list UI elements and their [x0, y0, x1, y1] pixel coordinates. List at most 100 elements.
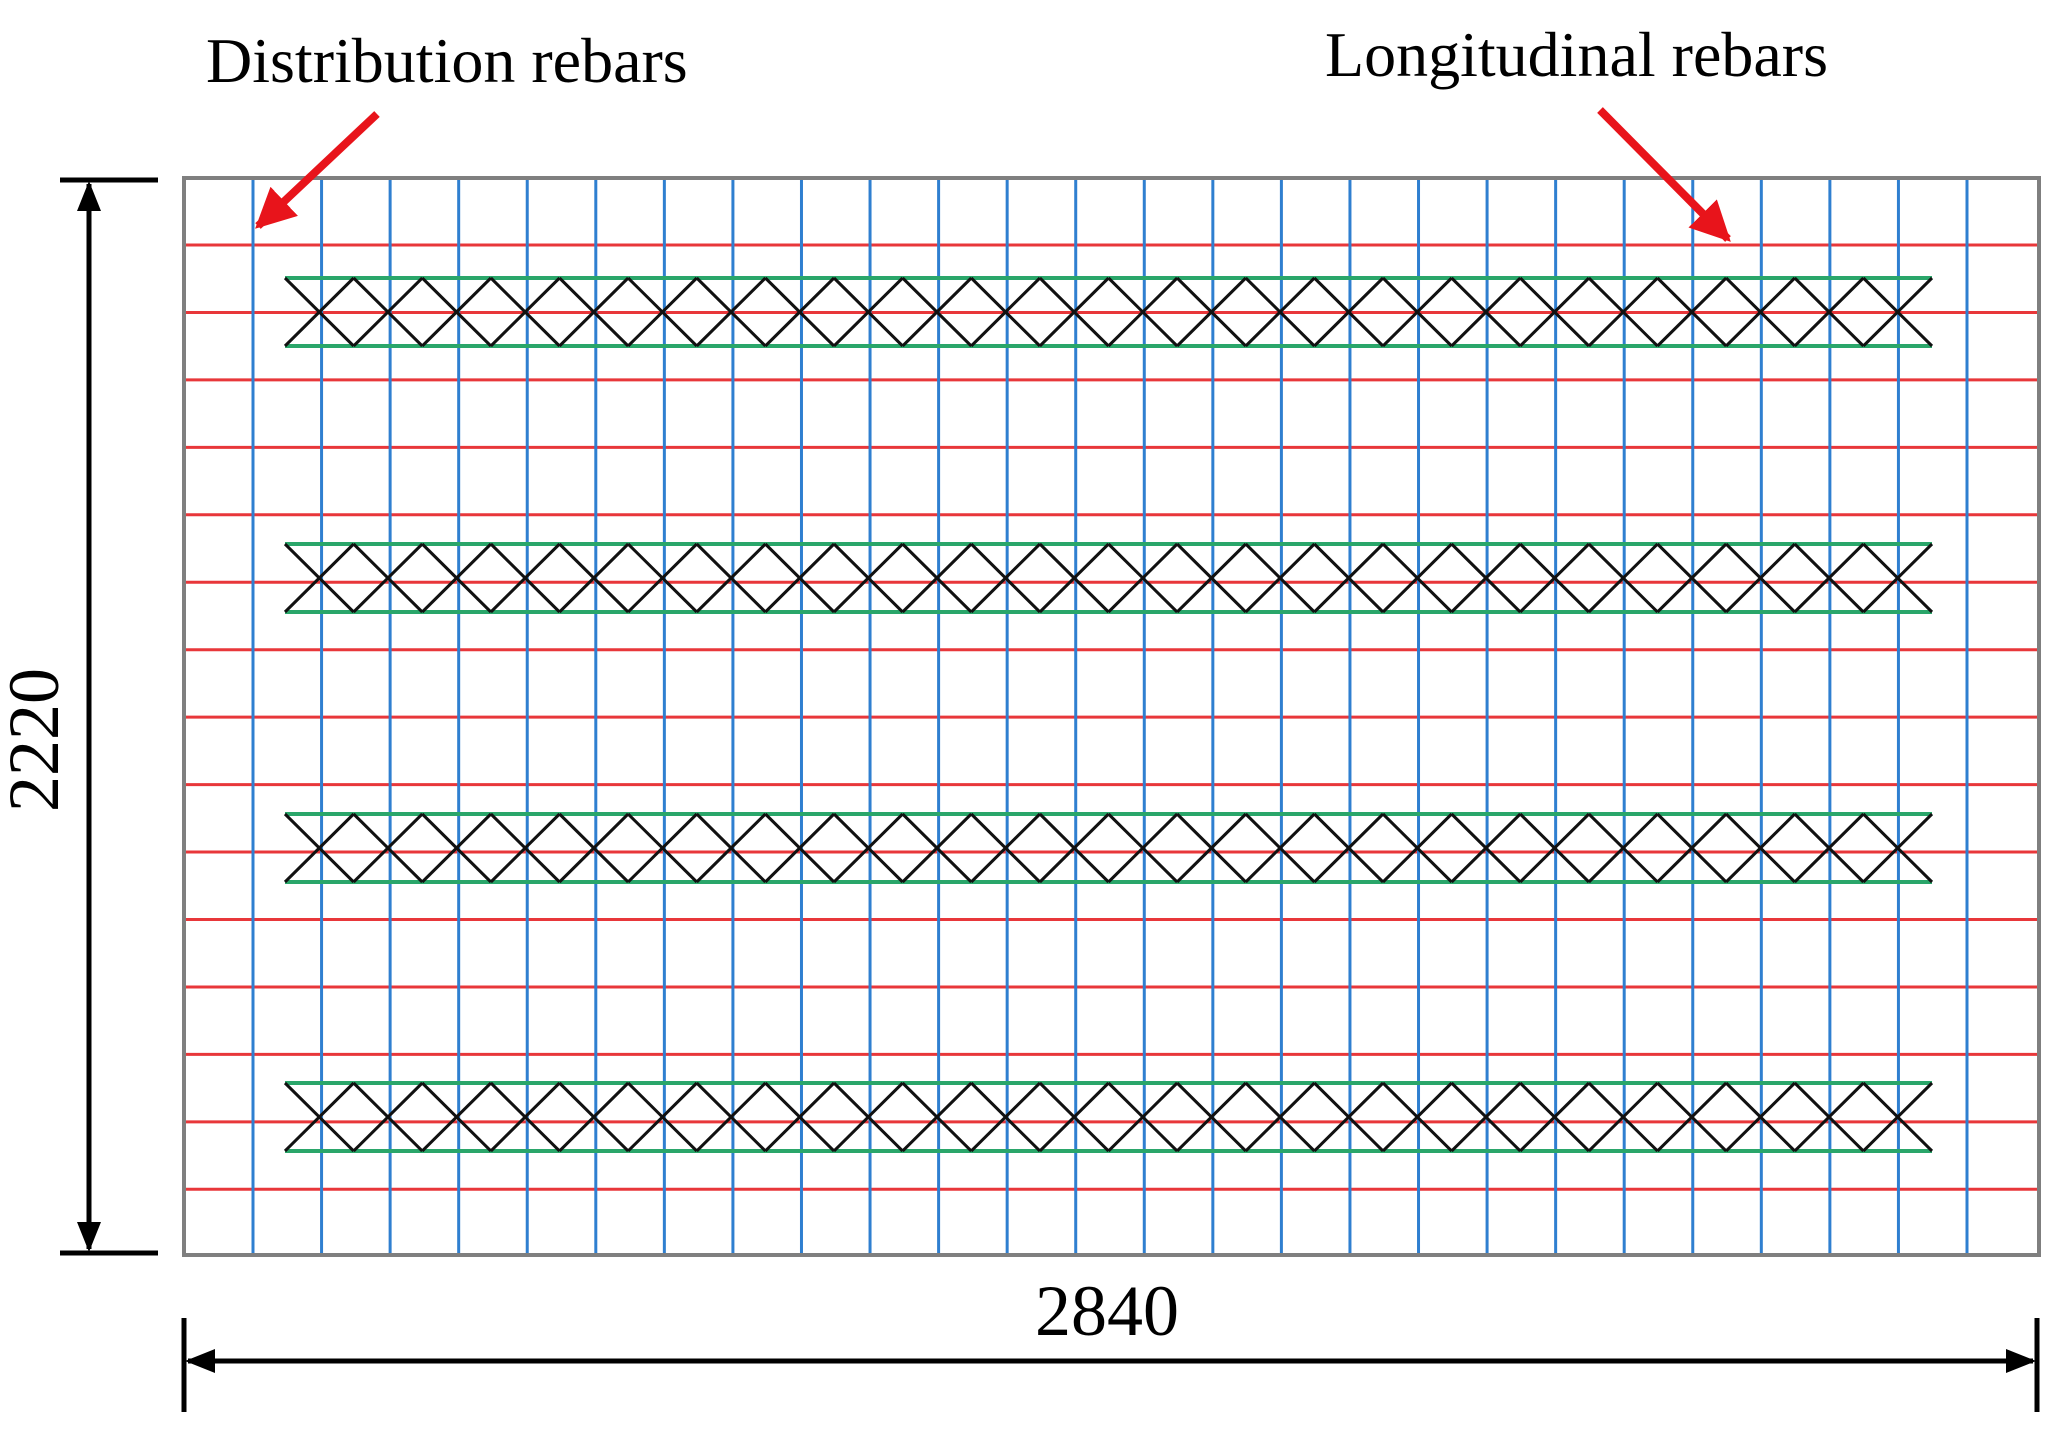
truss-web-bar [421, 812, 492, 884]
truss-web-bar [1313, 812, 1385, 884]
truss-web-bar [1450, 812, 1522, 884]
truss-web-bar [1519, 276, 1590, 348]
truss-web-bar [1244, 276, 1316, 348]
truss-web-bar [1313, 276, 1385, 348]
truss-web-bar [832, 276, 904, 348]
truss-web-bar [901, 276, 973, 348]
truss-web-bar [832, 542, 904, 614]
slab-outline [182, 176, 2041, 1257]
truss-web-bar [1793, 1081, 1865, 1153]
truss-web-bar [283, 276, 355, 348]
height-dimension: 2220 [0, 177, 158, 1256]
lattice-truss [283, 812, 1934, 884]
truss-web-bar [283, 1081, 355, 1153]
truss-web-bar [695, 276, 767, 348]
truss-web-bar [764, 812, 836, 884]
truss-web-bar [627, 542, 698, 614]
truss-web-bar [1176, 542, 1247, 614]
truss-web-bar [1107, 276, 1179, 348]
truss-web-bar [695, 812, 767, 884]
distribution-rebars-arrow [255, 111, 380, 229]
lattice-truss [283, 542, 1934, 614]
truss-web-bar [1381, 812, 1453, 884]
truss-web-bar [1862, 812, 1934, 884]
truss-web-bar [832, 812, 904, 884]
truss-web-bar [970, 542, 1041, 614]
truss-web-bar [1519, 1081, 1590, 1153]
truss-web-bar [352, 1081, 424, 1153]
longitudinal-rebars-arrow [1597, 107, 1731, 242]
truss-web-bar [1725, 276, 1796, 348]
truss-web-bar [1244, 812, 1316, 884]
truss-web-bar [1656, 542, 1728, 614]
truss-web-bar [1656, 1081, 1728, 1153]
distribution-rebars-label: Distribution rebars [206, 25, 688, 96]
truss-web-bar [1862, 542, 1934, 614]
distribution-rebars [251, 178, 1969, 1255]
truss-web-bar [1107, 812, 1179, 884]
truss-web-bar [1038, 1081, 1110, 1153]
truss-web-bar [1793, 276, 1865, 348]
truss-web-bar [627, 1081, 698, 1153]
truss-web-bar [352, 812, 424, 884]
truss-web-bar [1244, 542, 1316, 614]
width-dimension: 2840 [181, 1271, 2040, 1412]
truss-web-bar [627, 276, 698, 348]
truss-web-bar [283, 542, 355, 614]
truss-web-bar [1313, 1081, 1385, 1153]
longitudinal-rebars-label: Longitudinal rebars [1325, 19, 1828, 90]
truss-web-bar [970, 276, 1041, 348]
truss-web-bar [901, 812, 973, 884]
truss-web-bar [1450, 542, 1522, 614]
truss-web-bar [558, 1081, 630, 1153]
longitudinal-rebars [184, 243, 2039, 1191]
truss-web-bar [1038, 812, 1110, 884]
truss-web-bar [1587, 542, 1659, 614]
truss-web-bar [764, 276, 836, 348]
truss-web-bar [421, 1081, 492, 1153]
truss-web-bar [1587, 812, 1659, 884]
truss-web-bar [1244, 1081, 1316, 1153]
truss-web-bar [1793, 812, 1865, 884]
truss-web-bar [1519, 542, 1590, 614]
lattice-truss [283, 276, 1934, 348]
width-dimension-label: 2840 [1035, 1271, 1179, 1351]
truss-web-bar [489, 276, 561, 348]
truss-web-bar [901, 542, 973, 614]
truss-web-bar [695, 542, 767, 614]
truss-web-bar [970, 1081, 1041, 1153]
truss-web-bar [558, 542, 630, 614]
truss-web-bar [1038, 542, 1110, 614]
truss-web-bar [558, 812, 630, 884]
truss-web-bar [1793, 542, 1865, 614]
truss-web-bar [1176, 812, 1247, 884]
truss-web-bar [1107, 1081, 1179, 1153]
lattice-trusses [283, 276, 1934, 1153]
lattice-truss [283, 1081, 1934, 1153]
truss-web-bar [1587, 276, 1659, 348]
height-dimension-label: 2220 [0, 668, 74, 812]
truss-web-bar [1725, 542, 1796, 614]
truss-web-bar [970, 812, 1041, 884]
truss-web-bar [1862, 1081, 1934, 1153]
truss-web-bar [489, 542, 561, 614]
truss-web-bar [1176, 1081, 1247, 1153]
truss-web-bar [1656, 276, 1728, 348]
truss-web-bar [421, 542, 492, 614]
truss-web-bar [764, 542, 836, 614]
truss-web-bar [695, 1081, 767, 1153]
truss-web-bar [489, 812, 561, 884]
truss-web-bar [489, 1081, 561, 1153]
truss-web-bar [1176, 276, 1247, 348]
truss-web-bar [1313, 542, 1385, 614]
truss-web-bar [832, 1081, 904, 1153]
truss-web-bar [558, 276, 630, 348]
truss-web-bar [1725, 1081, 1796, 1153]
truss-web-bar [352, 542, 424, 614]
truss-web-bar [1107, 542, 1179, 614]
truss-web-bar [283, 812, 355, 884]
truss-web-bar [421, 276, 492, 348]
truss-web-bar [1862, 276, 1934, 348]
truss-web-bar [1381, 542, 1453, 614]
